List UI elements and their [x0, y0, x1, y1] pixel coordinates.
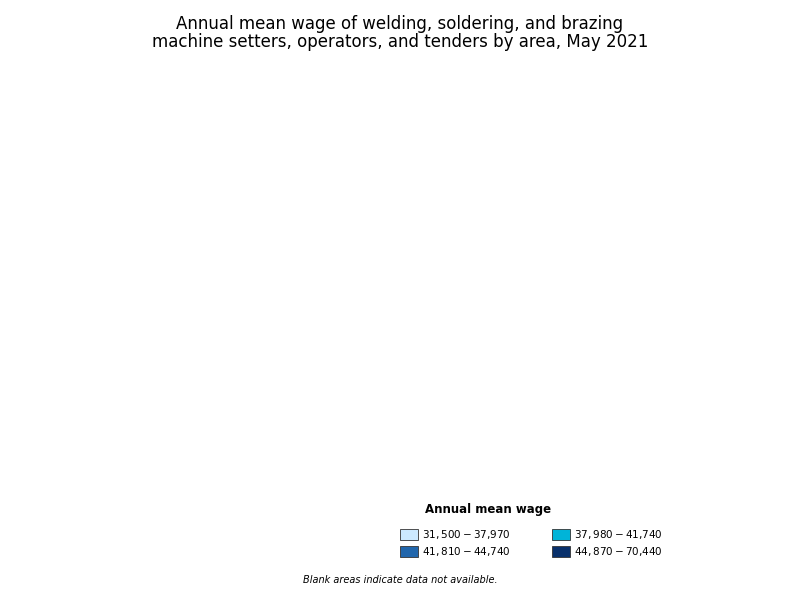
Text: Annual mean wage of welding, soldering, and brazing: Annual mean wage of welding, soldering, … [177, 15, 623, 33]
Text: $44,870 - $70,440: $44,870 - $70,440 [574, 545, 663, 558]
Text: $41,810 - $44,740: $41,810 - $44,740 [422, 545, 511, 558]
Text: Annual mean wage: Annual mean wage [425, 503, 551, 516]
Text: $37,980 - $41,740: $37,980 - $41,740 [574, 528, 663, 541]
Text: $31,500 - $37,970: $31,500 - $37,970 [422, 528, 511, 541]
Text: Blank areas indicate data not available.: Blank areas indicate data not available. [302, 575, 498, 585]
Text: machine setters, operators, and tenders by area, May 2021: machine setters, operators, and tenders … [152, 33, 648, 51]
